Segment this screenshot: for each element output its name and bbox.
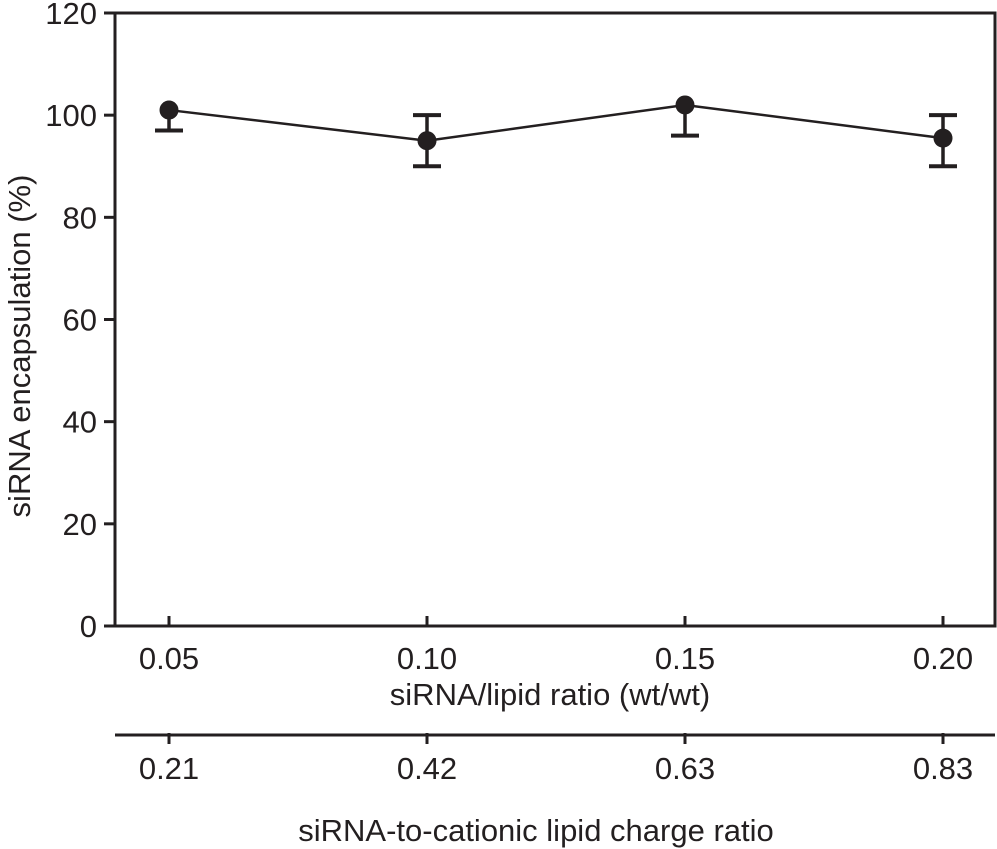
data-line	[168, 103, 944, 142]
data-point-marker	[159, 100, 179, 120]
x-tick-label: 0.10	[397, 641, 457, 676]
y-tick-label: 0	[80, 609, 97, 644]
plot-frame	[113, 11, 997, 628]
secondary-x-tick-label: 0.42	[397, 751, 457, 786]
y-tick-label: 120	[45, 0, 97, 31]
secondary-x-tick-label: 0.63	[655, 751, 715, 786]
x-tick-label: 0.05	[139, 641, 199, 676]
secondary-x-tick-label: 0.83	[913, 751, 973, 786]
x-tick-label: 0.15	[655, 641, 715, 676]
y-axis-title: siRNA encapsulation (%)	[2, 175, 37, 518]
x-axis-title: siRNA/lipid ratio (wt/wt)	[390, 677, 710, 712]
y-tick-label: 80	[63, 200, 97, 235]
y-tick-label: 20	[63, 507, 97, 542]
y-tick-label: 40	[63, 405, 97, 440]
y-tick-label: 100	[45, 98, 97, 133]
secondary-x-axis-title: siRNA-to-cationic lipid charge ratio	[298, 813, 774, 848]
data-point-marker	[933, 128, 953, 148]
data-point-marker	[675, 95, 695, 115]
x-tick-label: 0.20	[913, 641, 973, 676]
secondary-x-tick-label: 0.21	[139, 751, 199, 786]
y-tick-label: 60	[63, 303, 97, 338]
data-point-marker	[417, 131, 437, 151]
